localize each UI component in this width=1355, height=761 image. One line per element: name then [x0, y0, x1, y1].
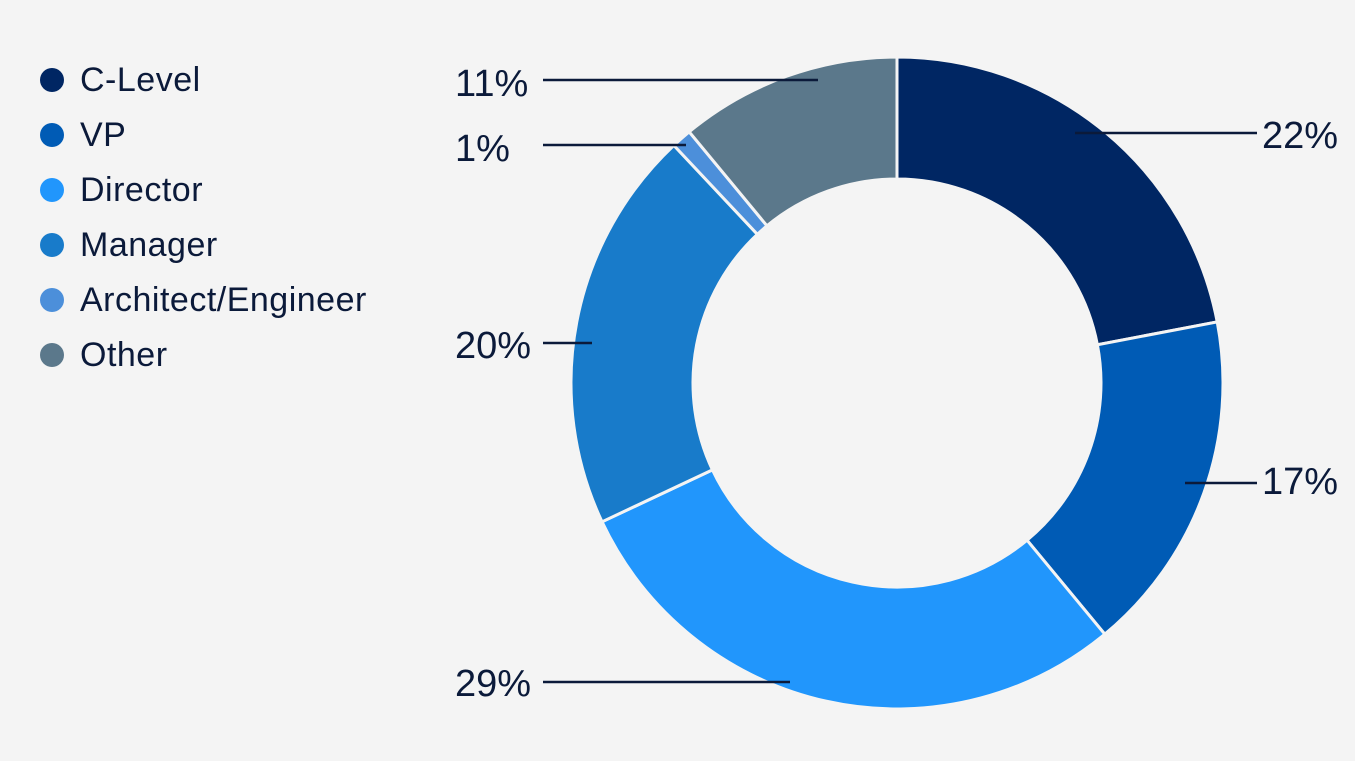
- legend-swatch-director: [40, 177, 64, 202]
- slice-label-manager: 20%: [455, 325, 531, 367]
- legend-label-manager: Manager: [80, 225, 218, 264]
- slice-other: [687, 55, 899, 228]
- slice-director: [600, 467, 1107, 711]
- legend-label-other: Other: [80, 335, 168, 374]
- legend-label-vp: VP: [80, 115, 127, 154]
- legend-label-architect-engineer: Architect/Engineer: [80, 280, 367, 319]
- legend-swatch-other: [40, 342, 64, 367]
- legend-item-director: Director: [40, 162, 367, 217]
- donut-slices: [569, 55, 1225, 711]
- legend-swatch-architect-engineer: [40, 287, 64, 312]
- legend-item-other: Other: [40, 327, 367, 382]
- slice-label-vp: 17%: [1262, 461, 1338, 503]
- legend-swatch-manager: [40, 232, 64, 257]
- slice-label-architect-engineer: 1%: [455, 128, 510, 170]
- legend-label-director: Director: [80, 170, 204, 209]
- slice-label-other: 11%: [455, 63, 528, 105]
- slice-labels: 22% 17% 29% 20% 1% 11%: [455, 63, 1338, 705]
- slice-label-director: 29%: [455, 663, 531, 705]
- legend-swatch-c-level: [40, 67, 64, 92]
- leader-lines: [543, 78, 1257, 684]
- legend-item-vp: VP: [40, 107, 367, 162]
- chart-legend: C-Level VP Director Manager Architect/En…: [40, 52, 367, 382]
- slice-vp: [1024, 320, 1225, 637]
- legend-item-manager: Manager: [40, 217, 367, 272]
- slice-label-c-level: 22%: [1262, 115, 1338, 157]
- legend-item-architect-engineer: Architect/Engineer: [40, 272, 367, 327]
- legend-item-c-level: C-Level: [40, 52, 367, 107]
- legend-swatch-vp: [40, 122, 64, 147]
- slice-c-level: [895, 55, 1219, 347]
- slice-manager: [569, 143, 760, 524]
- legend-label-c-level: C-Level: [80, 60, 201, 99]
